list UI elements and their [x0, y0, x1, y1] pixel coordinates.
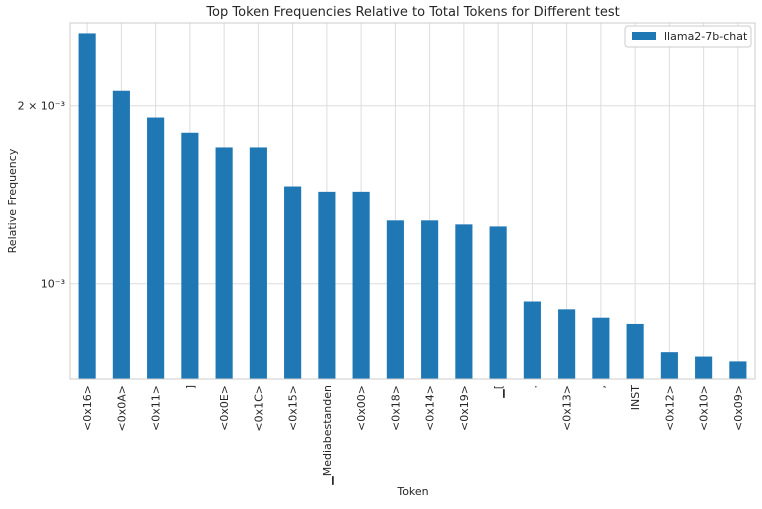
x-tick-label: ▁Mediabestanden — [321, 385, 334, 486]
bar — [660, 352, 678, 379]
x-tick-label: <0x18> — [389, 385, 402, 431]
bar — [489, 226, 507, 379]
x-tick-label: <0x00> — [355, 385, 368, 431]
x-tick-label: <0x0A> — [115, 385, 128, 431]
x-tick-label: INST — [629, 385, 642, 410]
bar — [352, 191, 370, 379]
x-tick-label: . — [526, 385, 539, 389]
bar — [558, 309, 576, 379]
bar — [249, 147, 267, 379]
x-tick-label: <0x10> — [698, 385, 711, 431]
bar — [695, 356, 713, 379]
x-tick-label: <0x15> — [287, 385, 300, 431]
bar — [386, 220, 404, 379]
bar — [284, 186, 302, 379]
y-axis-label: Relative Frequency — [6, 148, 19, 253]
x-tick-label: <0x0E> — [218, 385, 231, 431]
x-tick-label: <0x11> — [150, 385, 163, 431]
legend-frame — [624, 25, 752, 48]
bar — [147, 117, 165, 379]
bar — [215, 147, 233, 379]
bar — [318, 191, 336, 379]
bar — [181, 132, 199, 379]
x-tick-label: <0x09> — [732, 385, 745, 431]
x-tick-label: <0x19> — [458, 385, 471, 431]
bar — [421, 220, 439, 379]
x-tick-label: <0x16> — [81, 385, 94, 431]
bar — [729, 361, 747, 379]
x-tick-label: , — [595, 385, 608, 389]
x-tick-label: ▁[ — [492, 385, 505, 399]
bar — [626, 323, 644, 379]
x-axis-label: Token — [396, 485, 428, 498]
bar — [112, 90, 130, 380]
y-tick-label: 10⁻³ — [41, 278, 65, 291]
bar — [455, 224, 473, 379]
legend: llama2-7b-chat — [624, 25, 752, 48]
bar — [78, 33, 96, 380]
x-tick-label: <0x14> — [424, 385, 437, 431]
x-tick-label: <0x12> — [663, 385, 676, 431]
x-tick-label: <0x1C> — [252, 385, 265, 432]
x-tick-label: ] — [184, 385, 197, 389]
legend-swatch — [632, 32, 656, 40]
y-tick-label: 2 × 10⁻³ — [18, 100, 65, 113]
x-tick-label: <0x13> — [561, 385, 574, 431]
plot-area-frame — [69, 22, 756, 380]
bar — [592, 317, 610, 379]
chart-title: Top Token Frequencies Relative to Total … — [205, 5, 619, 20]
legend-label: llama2-7b-chat — [664, 30, 748, 43]
bar — [523, 301, 541, 379]
